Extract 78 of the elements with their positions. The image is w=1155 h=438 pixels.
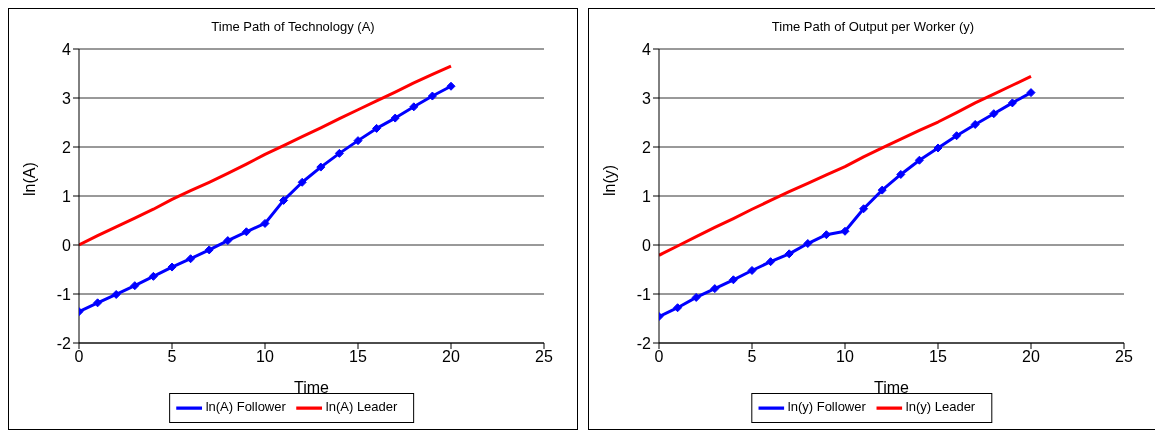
- chart-title: Time Path of Output per Worker (y): [770, 19, 976, 36]
- point: [859, 204, 869, 214]
- y-tick-label: -2: [636, 334, 652, 352]
- point: [111, 289, 121, 299]
- point: [989, 109, 999, 119]
- point: [279, 195, 289, 205]
- legend-label: ln(y) Follower: [787, 399, 866, 415]
- point: [390, 113, 400, 123]
- x-tick-label: 25: [535, 348, 553, 366]
- y-tick-label: 1: [62, 187, 72, 205]
- legend-label: ln(A) Follower: [205, 399, 286, 415]
- point: [747, 265, 757, 275]
- point: [1026, 88, 1036, 98]
- point: [914, 155, 924, 165]
- x-tick-label: 0: [74, 348, 84, 366]
- x-tick-label: 15: [349, 348, 367, 366]
- x-tick-label: 5: [167, 348, 177, 366]
- line-series: [659, 74, 1033, 257]
- y-tick-label: 0: [642, 236, 652, 254]
- point: [353, 136, 363, 146]
- x-tick-label: 15: [929, 348, 947, 366]
- point: [970, 119, 980, 129]
- point: [691, 292, 701, 302]
- point: [130, 281, 140, 291]
- x-tick-label: 5: [747, 348, 757, 366]
- point: [372, 123, 382, 133]
- point: [241, 227, 251, 237]
- point: [223, 236, 233, 246]
- point: [896, 169, 906, 179]
- y-tick-label: 3: [62, 89, 72, 107]
- y-tick-label: 4: [62, 40, 72, 58]
- x-axis-title: Time: [874, 379, 910, 396]
- x-tick-label: 10: [836, 348, 854, 366]
- point: [316, 162, 326, 172]
- point: [93, 298, 103, 308]
- y-tick-label: 1: [642, 187, 652, 205]
- point: [784, 249, 794, 259]
- y-tick-label: -1: [56, 285, 72, 303]
- point: [728, 275, 738, 285]
- point: [446, 81, 456, 91]
- point: [1007, 98, 1017, 108]
- y-tick-label: 3: [642, 89, 652, 107]
- point: [766, 257, 776, 267]
- point: [297, 177, 307, 187]
- x-tick-label: 20: [1022, 348, 1040, 366]
- point: [186, 254, 196, 264]
- y-tick-label: 4: [642, 40, 652, 58]
- point: [840, 226, 850, 236]
- x-tick-label: 25: [1115, 348, 1133, 366]
- x-tick-label: 20: [442, 348, 460, 366]
- point: [803, 239, 813, 249]
- x-axis-title: Time: [294, 379, 330, 396]
- point: [710, 284, 720, 294]
- y-tick-label: 0: [62, 236, 72, 254]
- chart-title: Time Path of Technology (A): [210, 19, 376, 36]
- line-series: [79, 64, 453, 247]
- x-tick-label: 10: [256, 348, 274, 366]
- y-tick-label: 2: [642, 138, 652, 156]
- point: [148, 271, 158, 281]
- point: [167, 262, 177, 272]
- y-tick-label: 2: [62, 138, 72, 156]
- point: [427, 91, 437, 101]
- point: [877, 185, 887, 195]
- point: [952, 131, 962, 141]
- point: [204, 245, 214, 255]
- legend-label: ln(y) Leader: [905, 399, 976, 415]
- y-axis-title: ln(A): [20, 162, 38, 196]
- point: [821, 230, 831, 240]
- point: [334, 148, 344, 158]
- point: [409, 102, 419, 112]
- legend-label: ln(A) Leader: [325, 399, 398, 415]
- y-tick-label: -1: [636, 285, 652, 303]
- x-tick-label: 0: [654, 348, 664, 366]
- point: [673, 303, 683, 313]
- point: [260, 218, 270, 228]
- y-tick-label: -2: [56, 334, 72, 352]
- point: [933, 143, 943, 153]
- y-axis-title: ln(y): [600, 164, 618, 196]
